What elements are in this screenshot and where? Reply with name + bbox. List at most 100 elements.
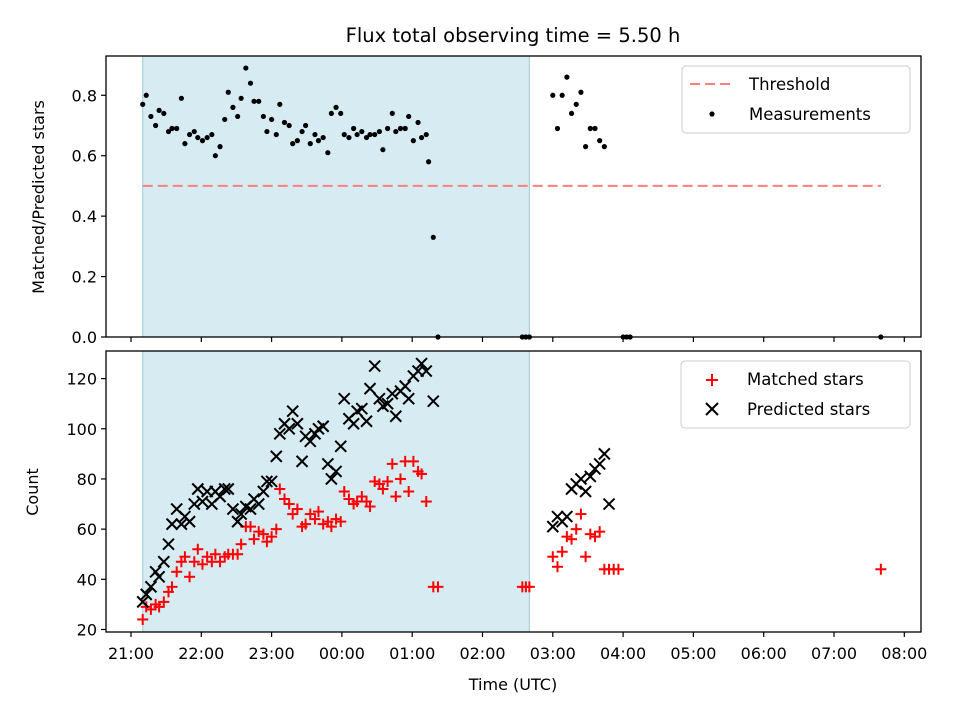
predicted-star-point — [191, 482, 204, 496]
legend-measurements-label: Measurements — [749, 105, 871, 124]
matched-star-point — [266, 531, 278, 543]
matched-star-point — [330, 513, 342, 525]
predicted-star-point — [329, 465, 343, 478]
measurement-point — [243, 65, 249, 71]
legend-threshold-label: Threshold — [748, 75, 830, 94]
measurement-point — [174, 125, 180, 132]
measurement-point — [338, 110, 344, 117]
predicted-star-point — [398, 379, 412, 393]
measurement-point — [277, 101, 283, 107]
predicted-star-point — [389, 410, 403, 423]
top-axes-frame — [105, 55, 922, 338]
matched-star-point — [551, 561, 563, 573]
measurement-point — [418, 134, 425, 141]
x-tick-label: 08:00 — [881, 644, 927, 663]
top-legend: Threshold Measurements — [681, 65, 911, 134]
x-tick-label: 02:00 — [459, 644, 505, 663]
matched-star-point — [343, 493, 355, 505]
matched-star-point — [196, 558, 208, 570]
predicted-star-point — [234, 507, 248, 521]
predicted-star-point — [218, 482, 231, 496]
measurement-point — [359, 128, 365, 135]
matched-star-point — [369, 475, 381, 487]
matched-star-point — [309, 513, 321, 525]
matched-star-point — [594, 526, 606, 538]
matched-star-point — [291, 503, 303, 515]
predicted-star-point — [546, 520, 560, 533]
matched-star-point — [570, 523, 582, 535]
measurement-point — [402, 125, 408, 132]
measurement-point — [307, 141, 313, 147]
measurement-point — [380, 147, 386, 153]
predicted-star-point — [593, 457, 606, 471]
predicted-star-point — [257, 485, 270, 498]
predicted-star-point — [222, 482, 235, 496]
predicted-star-point — [574, 472, 588, 486]
measurement-point — [264, 128, 270, 135]
y-tick-label: 0.2 — [72, 268, 97, 287]
y-tick-label: 0.8 — [72, 86, 97, 105]
matched-star-point — [278, 493, 290, 505]
top-panel: 0.00.20.40.60.8 Matched/Predicted stars … — [29, 55, 922, 347]
predicted-star-point — [286, 405, 299, 418]
predicted-star-point — [316, 420, 330, 433]
measurement-point — [182, 141, 188, 147]
measurement-point — [186, 131, 193, 138]
measurement-point — [559, 92, 565, 98]
y-tick-label: 60 — [77, 520, 97, 539]
matched-star-point — [166, 581, 178, 593]
bottom-x-axis: 21:00 22:00 23:00 00:00 01:00 02:00 03:00 04:00… — [108, 632, 927, 663]
matched-star-point — [201, 551, 213, 563]
matched-star-point — [420, 496, 432, 508]
measurement-point — [384, 125, 391, 132]
measurement-point — [587, 125, 593, 132]
matched-stars-series — [137, 455, 887, 625]
x-tick-label: 00:00 — [319, 644, 365, 663]
top-x-axis — [130, 337, 905, 342]
measurement-point — [286, 122, 292, 129]
matched-star-point — [403, 486, 415, 497]
x-tick-label: 05:00 — [670, 644, 716, 663]
predicted-star-point — [282, 422, 296, 435]
measurement-point — [161, 110, 167, 117]
measurement-point — [260, 113, 266, 120]
predicted-star-point — [560, 510, 574, 523]
predicted-star-point — [165, 517, 179, 531]
predicted-star-point — [338, 392, 351, 405]
y-tick-label: 0.4 — [72, 207, 97, 226]
top-y-axis-label: Matched/Predicted stars — [29, 100, 48, 294]
x-axis-label: Time (UTC) — [468, 675, 557, 694]
predicted-star-point — [386, 387, 399, 400]
y-tick-label: 100 — [66, 420, 97, 439]
measurement-point — [204, 134, 210, 141]
measurement-point — [406, 113, 412, 120]
measurement-point — [415, 119, 421, 126]
measurement-point — [178, 95, 184, 101]
matched-star-point — [561, 531, 573, 543]
measurement-point — [578, 89, 584, 95]
predicted-star-point — [152, 570, 166, 584]
matched-star-point — [245, 521, 257, 533]
measurement-point — [299, 128, 305, 135]
predicted-star-point — [175, 517, 188, 531]
measurement-point — [153, 122, 159, 129]
matched-star-point — [179, 551, 191, 563]
predicted-star-point — [304, 435, 317, 448]
bottom-legend-box — [680, 360, 911, 429]
matched-star-point — [283, 498, 295, 510]
predicted-star-point — [140, 588, 153, 601]
matched-star-point — [351, 496, 363, 508]
predicted-star-point — [196, 495, 209, 508]
measurement-point — [346, 134, 352, 141]
predicted-star-point — [270, 450, 283, 463]
matched-star-point — [153, 601, 165, 613]
matched-star-point — [137, 613, 149, 625]
matched-star-point — [140, 601, 152, 613]
legend-predicted-swatch — [705, 402, 719, 416]
matched-star-point — [192, 543, 204, 555]
matched-star-point — [257, 528, 269, 540]
matched-star-point — [214, 556, 226, 568]
predicted-star-point — [291, 417, 304, 430]
predicted-stars-series — [136, 357, 616, 609]
measurement-point — [312, 131, 318, 138]
